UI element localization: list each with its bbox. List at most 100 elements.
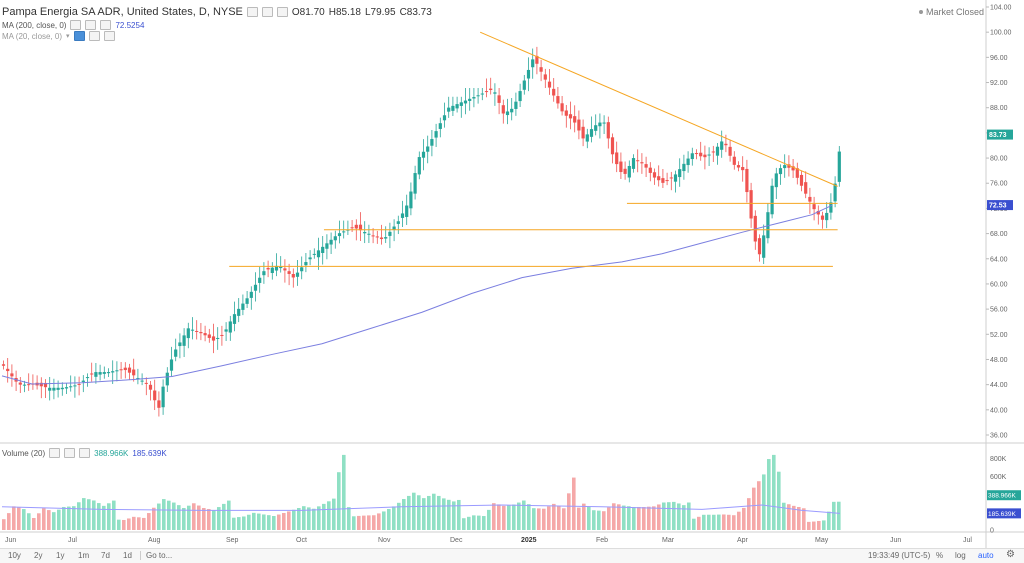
volume-bar (632, 506, 636, 530)
candle-body (757, 238, 762, 255)
legend-settings-icon[interactable] (261, 7, 273, 17)
candle-body (795, 168, 799, 178)
candle-body (39, 382, 43, 387)
volume-settings-icon[interactable] (64, 448, 76, 458)
ma200-close-icon[interactable] (100, 20, 112, 30)
legend-close-icon[interactable] (276, 7, 288, 17)
candle-body (703, 154, 707, 158)
ma20-label[interactable]: MA (20, close, 0) (2, 31, 63, 41)
volume-bar (172, 502, 176, 530)
volume-bar (722, 514, 726, 530)
volume-bar (412, 492, 416, 530)
volume-bar (37, 513, 41, 530)
volume-bar (302, 506, 306, 530)
ma20-hidden-icon[interactable] (73, 31, 85, 41)
volume-ma-value: 185.639K (132, 448, 167, 458)
volume-bar (817, 520, 821, 530)
ma200-hide-icon[interactable] (70, 20, 82, 30)
volume-bar (252, 512, 256, 530)
price-tick-label: 104.00 (990, 5, 1012, 12)
volume-bar (462, 518, 466, 530)
ma20-dropdown-icon[interactable]: ▾ (66, 33, 70, 40)
volume-label[interactable]: Volume (20) (2, 448, 46, 458)
volume-bar (562, 508, 566, 530)
candle-body (480, 93, 484, 95)
candle-body (804, 182, 808, 194)
candle-body (812, 204, 816, 210)
volume-bar (807, 521, 811, 530)
candle-body (127, 367, 132, 373)
legend-hide-icon[interactable] (246, 7, 258, 17)
volume-bar (337, 472, 341, 530)
price-tick-label: 56.00 (990, 307, 1008, 314)
volume-bar (62, 506, 66, 530)
volume-bar (97, 503, 101, 530)
goto-button[interactable]: Go to... (146, 551, 173, 560)
volume-bar (577, 507, 581, 530)
auto-scale-button[interactable]: auto (978, 551, 994, 560)
ma200-label[interactable]: MA (200, close, 0) (2, 20, 67, 30)
volume-bar (292, 509, 296, 530)
candle-body (535, 55, 539, 64)
open-value: O81.70 (291, 6, 325, 18)
candle-body (144, 382, 148, 384)
volume-bar (582, 503, 586, 530)
candle-body (602, 122, 606, 124)
ma20-close-icon[interactable] (103, 31, 115, 41)
symbol-title[interactable]: Pampa Energia SA ADR, United States, D, … (2, 6, 243, 18)
price-chart[interactable]: 104.00100.0096.0092.0088.0084.0080.0076.… (0, 0, 1024, 548)
candle-body (510, 108, 514, 113)
candle-body (837, 151, 841, 182)
volume-bar (127, 518, 131, 530)
range-1d-button[interactable]: 1d (123, 551, 132, 560)
volume-bar (802, 508, 806, 530)
log-scale-button[interactable]: log (955, 551, 966, 560)
volume-bar (657, 504, 661, 530)
volume-bar (197, 505, 201, 530)
volume-bar (442, 498, 446, 530)
candle-body (799, 174, 804, 186)
percent-scale-button[interactable]: % (936, 551, 944, 560)
volume-bar (372, 515, 376, 530)
candle-body (253, 284, 258, 291)
candle-body (762, 235, 766, 258)
range-1y-button[interactable]: 1y (56, 551, 65, 560)
candle-body (85, 377, 90, 379)
volume-bar (167, 500, 171, 530)
candle-body (783, 165, 787, 169)
candle-body (522, 80, 526, 90)
volume-bar (357, 515, 361, 530)
volume-bar (587, 506, 591, 530)
volume-bar (557, 505, 561, 530)
volume-bar (502, 505, 506, 530)
candle-body (707, 154, 711, 156)
volume-bar (52, 512, 56, 530)
candle-body (392, 226, 396, 230)
candle-body (237, 308, 241, 316)
candle-body (316, 250, 321, 258)
candle-body (606, 122, 610, 139)
candle-body (60, 387, 64, 390)
volume-bar (187, 505, 191, 530)
time-tick-label: Oct (296, 537, 307, 544)
settings-gear-icon[interactable]: ⚙ (1006, 549, 1015, 560)
ma20-settings-icon[interactable] (88, 31, 100, 41)
candle-body (228, 321, 232, 333)
range-10y-button[interactable]: 10y (8, 551, 21, 560)
clock-readout[interactable]: 19:33:49 (UTC-5) (868, 551, 931, 560)
volume-bar (682, 505, 686, 530)
volume-close-icon[interactable] (79, 448, 91, 458)
volume-bar (7, 513, 11, 530)
ma200-settings-icon[interactable] (85, 20, 97, 30)
price-tick-label: 60.00 (990, 281, 1008, 288)
candle-body (249, 291, 253, 298)
volume-bar (82, 498, 86, 530)
range-1m-button[interactable]: 1m (78, 551, 90, 560)
range-7d-button[interactable]: 7d (101, 551, 110, 560)
volume-hide-icon[interactable] (49, 448, 61, 458)
last-volume-label: 388.966K (988, 493, 1016, 500)
candle-body (657, 176, 661, 181)
candle-body (358, 224, 363, 231)
range-2y-button[interactable]: 2y (34, 551, 43, 560)
volume-bar (747, 498, 751, 530)
